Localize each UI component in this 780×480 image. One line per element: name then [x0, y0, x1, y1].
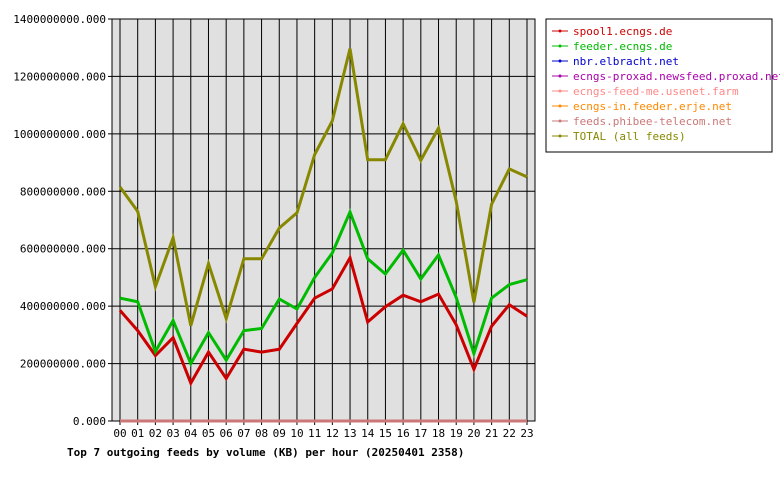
x-tick-label: 02 — [149, 427, 162, 440]
legend-marker — [558, 119, 562, 123]
x-tick-label: 19 — [450, 427, 463, 440]
y-tick-label: 200000000.000 — [20, 358, 106, 371]
legend-marker — [558, 134, 562, 138]
legend-marker — [558, 29, 562, 33]
y-tick-label: 400000000.000 — [20, 300, 106, 313]
x-tick-label: 09 — [273, 427, 286, 440]
legend-label: ecngs-feed-me.usenet.farm — [573, 85, 739, 98]
y-tick-label: 1200000000.000 — [13, 70, 106, 83]
legend-marker — [558, 89, 562, 93]
x-tick-label: 07 — [237, 427, 250, 440]
legend-label: nbr.elbracht.net — [573, 55, 679, 68]
x-tick-label: 08 — [255, 427, 268, 440]
legend-label: spool1.ecngs.de — [573, 25, 672, 38]
series-line-7 — [118, 48, 528, 327]
x-tick-label: 17 — [414, 427, 427, 440]
chart-title: Top 7 outgoing feeds by volume (KB) per … — [67, 446, 464, 459]
x-tick-label: 10 — [290, 427, 303, 440]
x-tick-label: 23 — [520, 427, 533, 440]
legend-marker — [558, 44, 562, 48]
y-tick-label: 600000000.000 — [20, 243, 106, 256]
y-tick-label: 1400000000.000 — [13, 13, 106, 26]
x-tick-label: 22 — [503, 427, 516, 440]
series-line-0 — [118, 254, 528, 387]
x-tick-label: 21 — [485, 427, 498, 440]
legend-label: feeder.ecngs.de — [573, 40, 672, 53]
legend-marker — [558, 74, 562, 78]
legend-label: ecngs-in.feeder.erje.net — [573, 100, 732, 113]
x-tick-label: 00 — [113, 427, 126, 440]
legend-marker — [558, 104, 562, 108]
x-tick-label: 06 — [220, 427, 233, 440]
x-tick-label: 01 — [131, 427, 144, 440]
legend-box — [545, 18, 773, 153]
x-tick-label: 15 — [379, 427, 392, 440]
x-tick-label: 14 — [361, 427, 375, 440]
x-tick-label: 04 — [184, 427, 198, 440]
x-tick-label: 18 — [432, 427, 445, 440]
x-tick-label: 13 — [343, 427, 356, 440]
x-tick-label: 12 — [326, 427, 339, 440]
x-tick-label: 20 — [467, 427, 480, 440]
plot-area — [112, 19, 535, 421]
legend-label: TOTAL (all feeds) — [573, 130, 686, 143]
legend-label: feeds.phibee-telecom.net — [573, 115, 732, 128]
series-line-1 — [119, 208, 528, 368]
x-tick-label: 05 — [202, 427, 215, 440]
legend-label: ecngs-proxad.newsfeed.proxad.net — [573, 70, 780, 83]
x-tick-label: 16 — [397, 427, 410, 440]
y-tick-label: 0.000 — [73, 415, 106, 428]
y-tick-label: 800000000.000 — [20, 185, 106, 198]
legend-marker — [558, 59, 562, 63]
y-tick-label: 1000000000.000 — [13, 128, 106, 141]
x-tick-label: 11 — [308, 427, 321, 440]
x-tick-label: 03 — [166, 427, 179, 440]
